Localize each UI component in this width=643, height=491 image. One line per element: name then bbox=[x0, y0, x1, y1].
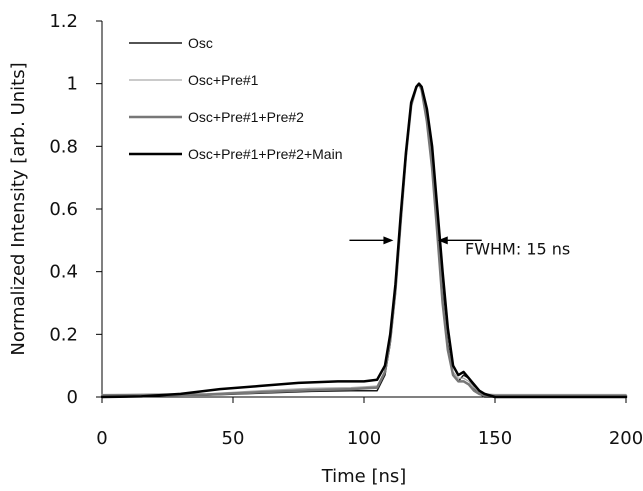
fwhm-left-arrowhead bbox=[383, 236, 394, 245]
fwhm-right-arrowhead bbox=[437, 236, 448, 245]
series-line-4 bbox=[100, 82, 628, 399]
y-tick-label: 0.8 bbox=[49, 136, 78, 157]
y-tick-label: 0.4 bbox=[49, 262, 78, 283]
legend-label-1: Osc bbox=[188, 35, 213, 51]
legend-label-4: Osc+Pre#1+Pre#2+Main bbox=[188, 146, 342, 162]
x-tick-label: 100 bbox=[347, 428, 381, 449]
legend-label-3: Osc+Pre#1+Pre#2 bbox=[188, 109, 304, 125]
x-tick-label: 50 bbox=[222, 428, 245, 449]
y-tick-label: 1 bbox=[67, 74, 78, 95]
y-tick-label: 1.2 bbox=[49, 11, 78, 32]
x-tick-group: 0 50 100 150 200 bbox=[96, 397, 643, 449]
series-group bbox=[100, 82, 628, 399]
y-tick-group: 0 0.2 0.4 0.6 0.8 1 1.2 bbox=[49, 11, 102, 408]
y-tick-label: 0.6 bbox=[49, 199, 78, 220]
x-tick-label: 200 bbox=[609, 428, 643, 449]
x-tick-label: 0 bbox=[96, 428, 107, 449]
fwhm-annotation: FWHM: 15 ns bbox=[349, 236, 570, 258]
legend: Osc Osc+Pre#1 Osc+Pre#1+Pre#2 Osc+Pre#1+Pre… bbox=[129, 35, 342, 162]
fwhm-label: FWHM: 15 ns bbox=[465, 239, 570, 258]
x-axis-title: Time [ns] bbox=[321, 466, 407, 487]
series-line-3 bbox=[100, 82, 628, 397]
y-tick-label: 0 bbox=[67, 387, 78, 408]
x-tick-label: 150 bbox=[478, 428, 512, 449]
legend-label-2: Osc+Pre#1 bbox=[188, 72, 259, 88]
y-axis-title: Normalized Intensity [arb. Units] bbox=[8, 62, 29, 355]
y-tick-label: 0.2 bbox=[49, 324, 78, 345]
